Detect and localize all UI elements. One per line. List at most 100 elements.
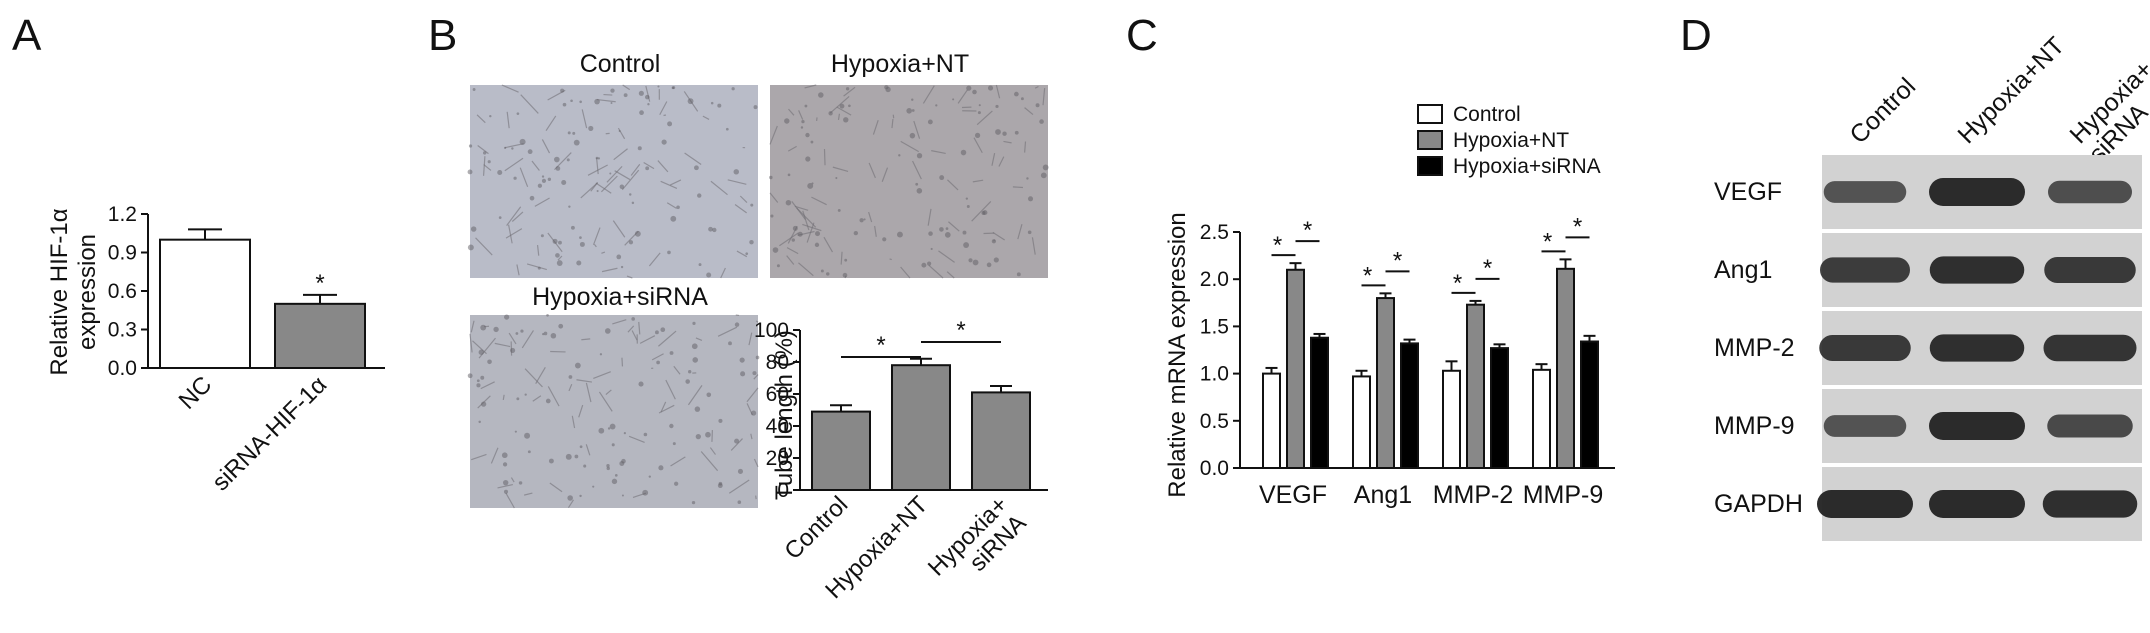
blot-band (1929, 178, 2025, 206)
micrograph-cell-strand (497, 483, 513, 489)
micrograph-cell (753, 105, 758, 110)
micrograph-cell-strand (891, 119, 894, 129)
micrograph-cell-strand (578, 404, 584, 418)
micrograph-cell-strand (657, 160, 669, 173)
chart-a-category-label: NC (174, 371, 218, 415)
micrograph-cell (939, 175, 945, 181)
micrograph-cell (698, 263, 702, 267)
micrograph-cell (844, 258, 848, 262)
micrograph-cell (939, 227, 944, 232)
micrograph-cell (697, 193, 702, 198)
micrograph-cell-strand (753, 374, 759, 380)
micrograph-cell (647, 103, 650, 106)
micrograph-cell (805, 156, 811, 162)
micrograph-cell (734, 322, 740, 327)
micrograph-cell-strand (506, 206, 522, 226)
micrograph-cell-strand (973, 137, 983, 154)
chart-c-category-label: Ang1 (1354, 481, 1412, 509)
micrograph-title-hypoxia-sirna: Hypoxia+siRNA (532, 283, 708, 311)
chart-c-ytick-label: 2.0 (1200, 268, 1229, 291)
micrograph-cell (514, 430, 517, 433)
micrograph-cell (556, 260, 563, 266)
micrograph-cell-strand (520, 94, 539, 114)
chart-a-ytick-label: 0.6 (108, 280, 137, 303)
micrograph-cell (618, 130, 621, 133)
micrograph-cell (718, 418, 723, 423)
chart-a: 0.0 0.3 0.6 0.9 1.2 NC * siRNA-HIF-1α Relative H… (46, 203, 385, 496)
chart-c-bar (1442, 369, 1461, 470)
blot-row-label: MMP-2 (1714, 334, 1795, 362)
micrograph-cell (623, 93, 628, 98)
micrograph-cell (667, 121, 673, 127)
micrograph-cell (804, 104, 808, 108)
micrograph-cell (815, 231, 821, 237)
micrograph-cell-strand (823, 149, 826, 166)
micrograph-cell (487, 359, 492, 365)
micrograph-cell-strand (832, 166, 849, 173)
micrograph-cell (518, 481, 523, 485)
micrograph-cell (573, 139, 580, 146)
chart-a-ylabel-line: Relative HIF-1α (46, 208, 73, 375)
micrograph-cell-strand (593, 244, 597, 248)
micrograph-cell-strand (663, 114, 667, 117)
micrograph-cell-strand (889, 258, 892, 261)
micrograph-cell (639, 110, 644, 116)
micrograph-cell (642, 489, 649, 496)
micrograph-cell-strand (532, 395, 542, 402)
chart-b-category-label-line: Control (779, 491, 853, 565)
micrograph-cell-strand (612, 319, 627, 325)
micrograph-cell (574, 454, 579, 459)
blot-band (2044, 257, 2136, 283)
micrograph-cell-strand (639, 335, 656, 344)
blot-column-label: Hypoxia+siRNA (2064, 55, 2150, 168)
micrograph-cell (487, 160, 491, 164)
micrograph-cell (574, 362, 581, 369)
chart-b-error-bar (990, 385, 1012, 393)
chart-c-error-bar (1445, 360, 1458, 371)
micrograph-cell (708, 226, 713, 232)
micrograph-cell (610, 88, 615, 93)
micrograph-cell-strand (1031, 237, 1036, 255)
chart-c-legend-label: Hypoxia+siRNA (1453, 155, 1601, 178)
micrograph-cell-strand (798, 262, 814, 277)
micrograph-cell-strand (531, 160, 540, 171)
micrograph-cell (685, 379, 690, 384)
micrograph-cell-strand (991, 153, 996, 166)
chart-b-bar (891, 364, 951, 492)
chart-b-ytick-label: 80 (766, 351, 789, 374)
micrograph-cell (467, 373, 473, 379)
micrograph-cell (527, 149, 533, 155)
micrograph-cell (710, 101, 714, 105)
micrograph-cell (960, 149, 967, 156)
micrograph-cell (859, 218, 864, 223)
micrograph-cell (546, 313, 549, 317)
micrograph-cell-strand (595, 157, 599, 175)
micrograph-cell (906, 108, 912, 114)
chart-c-bar (1262, 372, 1281, 470)
blot-row-label: VEGF (1714, 178, 1782, 206)
micrograph-cell-strand (720, 267, 726, 279)
micrograph-cell-strand (786, 255, 795, 265)
micrograph-cell-strand (829, 95, 850, 114)
micrograph-cell (579, 100, 582, 104)
micrograph-cell-strand (796, 207, 817, 228)
micrograph-cell-strand (734, 204, 747, 214)
chart-c-error-bar (1265, 366, 1278, 374)
blot-band (2042, 490, 2138, 518)
micrograph-cell (493, 326, 499, 333)
micrograph-cell-strand (576, 379, 592, 383)
micrograph-cell-strand (477, 145, 489, 155)
micrograph-cell (692, 357, 699, 363)
chart-c-error-bar (1355, 369, 1368, 377)
micrograph-cell (502, 462, 508, 467)
chart-a-significance: * (315, 270, 324, 297)
micrograph-cell (927, 261, 932, 266)
micrograph-cell (733, 169, 739, 175)
micrograph-cell (667, 250, 671, 255)
micrograph-cell (648, 475, 651, 478)
micrograph-cell-strand (601, 251, 606, 254)
micrograph-cell-strand (748, 332, 753, 346)
micrograph-cell-strand (524, 368, 543, 388)
micrograph-cell (537, 266, 541, 270)
micrograph-cell-strand (922, 85, 935, 104)
